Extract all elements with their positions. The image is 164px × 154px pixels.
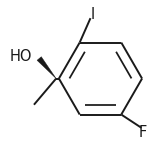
Text: I: I xyxy=(91,7,95,22)
Text: F: F xyxy=(139,125,147,140)
Text: HO: HO xyxy=(10,49,32,64)
Polygon shape xyxy=(37,57,56,79)
